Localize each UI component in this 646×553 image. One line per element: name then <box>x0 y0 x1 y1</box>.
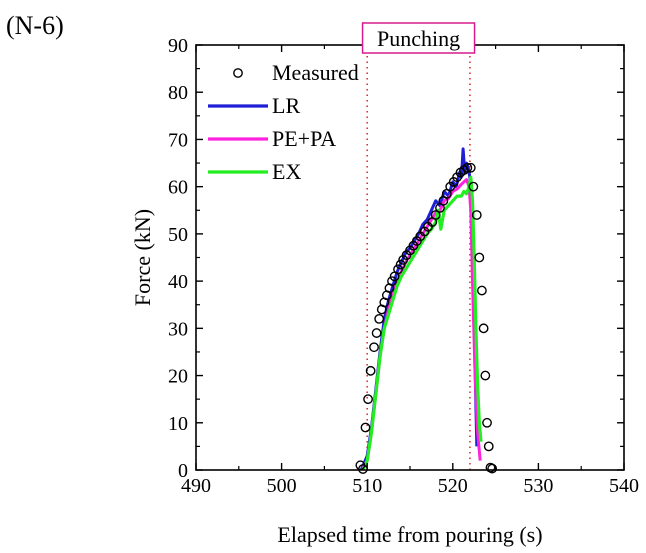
series-line-ex <box>361 175 483 471</box>
x-tick-label: 500 <box>267 475 297 497</box>
y-tick-label: 80 <box>168 82 188 104</box>
series-line-pe-pa <box>360 178 482 471</box>
measured-point <box>465 162 476 173</box>
y-tick-label: 70 <box>168 129 188 151</box>
measured-point <box>468 181 479 192</box>
y-tick-label: 40 <box>168 271 188 293</box>
legend-marker-measured <box>233 68 243 78</box>
y-tick-label: 20 <box>168 366 188 388</box>
y-tick-label: 60 <box>168 177 188 199</box>
measured-point <box>478 323 489 334</box>
x-axis-title: Elapsed time from pouring (s) <box>277 522 542 547</box>
measured-point <box>365 365 376 376</box>
axis-ticks: 490 500 510 520 530 540 0 10 20 30 40 50 60 70 80 90 <box>168 35 639 497</box>
legend-label: PE+PA <box>272 126 336 151</box>
measured-point <box>487 463 498 474</box>
x-tick-label: 540 <box>609 475 639 497</box>
x-tick-label: 530 <box>523 475 553 497</box>
measured-point <box>371 328 382 338</box>
measured-point <box>474 252 485 263</box>
x-tick-label: 490 <box>181 475 211 497</box>
y-tick-label: 50 <box>168 224 188 246</box>
measured-point <box>480 370 491 381</box>
measured-point <box>395 259 406 270</box>
measured-point <box>471 210 482 220</box>
measured-point <box>462 162 473 173</box>
y-tick-label: 10 <box>168 413 188 435</box>
measured-point <box>430 210 441 220</box>
measured-point <box>482 417 492 428</box>
measured-point <box>483 441 494 452</box>
measured-point <box>374 313 385 324</box>
measured-point <box>369 342 379 353</box>
legend-label: EX <box>272 159 301 184</box>
legend-label: Measured <box>272 60 359 85</box>
annotation-text: Punching <box>377 26 460 51</box>
measured-point <box>477 285 487 296</box>
series-layer <box>355 147 498 474</box>
guide-lines <box>366 45 471 470</box>
y-tick-label: 0 <box>178 460 188 482</box>
annotation-box <box>361 22 476 54</box>
y-tick-label: 90 <box>168 35 188 57</box>
y-axis-title: Force (kN) <box>130 209 155 306</box>
legend: Measured LR PE+PA EX <box>208 60 359 184</box>
x-tick-label: 510 <box>352 475 382 497</box>
panel-label: (N-6) <box>6 11 64 40</box>
measured-point <box>360 422 371 433</box>
legend-label: LR <box>272 93 300 118</box>
annotation: Punching <box>361 22 476 54</box>
measured-point <box>393 264 403 275</box>
measured-point <box>363 394 373 405</box>
x-tick-label: 520 <box>438 475 468 497</box>
measured-point <box>387 276 397 287</box>
y-tick-label: 30 <box>168 318 188 340</box>
